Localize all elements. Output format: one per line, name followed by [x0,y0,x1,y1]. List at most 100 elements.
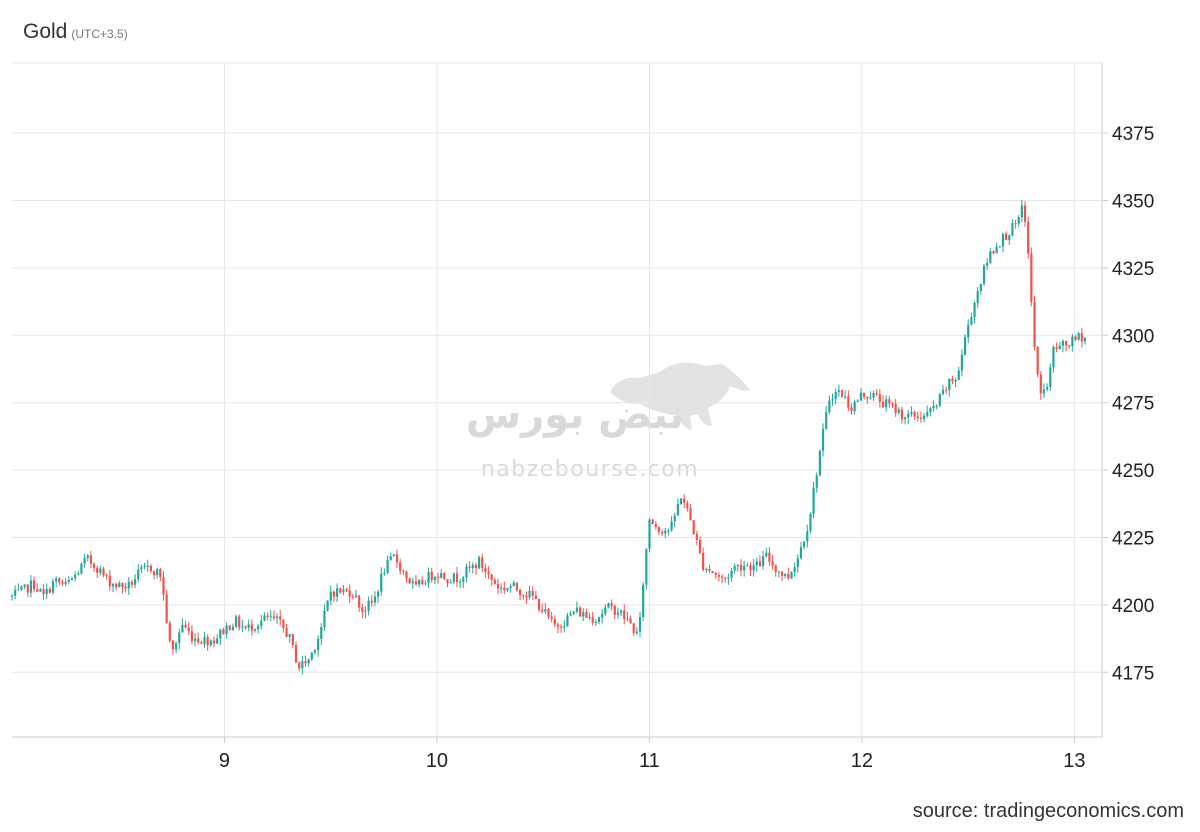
candle-body [317,638,320,651]
candle-body [963,337,967,355]
candle-body [613,605,616,615]
candle-body [714,573,717,576]
candle-body [746,565,749,567]
candle-body [32,580,36,590]
candle-body [635,631,638,634]
candle-body [856,400,859,402]
y-tick-label: 4200 [1112,596,1154,617]
candle-body [1052,346,1055,368]
candle-body [389,556,392,560]
candle-body [156,569,159,575]
candle-body [99,568,102,573]
candle-body [897,409,900,413]
candle-body [642,584,645,618]
candle-body [320,627,323,639]
candle-body [77,573,80,575]
candle-body [862,392,866,397]
candle-body [1039,374,1042,394]
candle-body [698,539,702,553]
candle-body [705,568,708,570]
candle-body [266,615,269,617]
candle-body [771,561,774,566]
candle-body [367,600,370,611]
candle-body [149,565,152,572]
candle-body [509,586,512,588]
candle-body [736,565,739,567]
candle-body [670,521,673,531]
candle-body [560,626,563,628]
candle-body [945,389,948,391]
candle-body [291,634,294,646]
candle-body [711,570,714,574]
watermark: نبض بورس nabzebourse.com [466,362,750,482]
candle-body [484,567,487,573]
candle-body [241,626,244,628]
candle-body [455,573,459,583]
candle-body [83,557,86,564]
candle-body [692,520,695,534]
candle-body [844,396,847,398]
candle-body [976,291,979,303]
candle-body [143,565,146,568]
candle-body [885,399,888,408]
candle-body [695,533,698,540]
candle-body [427,571,430,584]
candle-body [1017,217,1020,224]
title-text: Gold [23,20,68,43]
candle-body [74,574,77,579]
candle-body [307,659,310,664]
candle-body [913,411,916,417]
candle-body [989,251,992,263]
candle-body [547,609,550,617]
candle-body [294,645,298,663]
candle-body [780,571,784,576]
candle-body [10,595,14,597]
candle-body [80,563,83,574]
candle-body [878,394,881,402]
candle-body [645,548,648,585]
candle-body [380,573,383,592]
candle-body [806,531,809,542]
candle-body [487,572,490,575]
candle-body [481,557,484,568]
candle-body [345,589,348,591]
candle-body [938,394,941,406]
candle-body [326,600,329,611]
candle-body [837,390,840,392]
candle-body [477,557,481,569]
candle-body [121,583,124,587]
candle-body [629,618,632,624]
candle-body [591,616,594,623]
candle-body [298,662,301,669]
candle-body [275,616,279,619]
candle-body [900,409,904,420]
candle-body [739,565,743,571]
candle-body [370,600,373,603]
chart-grid [12,62,1103,738]
candle-body [493,579,496,584]
candle-body [216,638,219,644]
candle-body [203,637,206,644]
candle-body [784,573,787,576]
candle-body [582,612,585,617]
candle-body [361,607,364,612]
candle-body [664,530,667,534]
candle-body [1030,253,1033,303]
candle-body [36,589,39,592]
candle-body [253,629,257,631]
x-tick-label: 11 [639,750,660,772]
candle-body [1036,346,1039,375]
candle-body [588,616,591,618]
candle-body [418,580,421,585]
candle-body [304,661,307,664]
candle-body [720,576,724,578]
candle-body [115,583,118,588]
candle-body [825,412,828,429]
y-tick-label: 4300 [1112,326,1154,347]
candle-body [730,570,733,578]
candle-body [462,577,465,582]
candle-body [465,566,468,578]
candle-body [402,570,405,572]
candle-body [351,596,354,598]
y-tick-label: 4250 [1112,461,1154,482]
